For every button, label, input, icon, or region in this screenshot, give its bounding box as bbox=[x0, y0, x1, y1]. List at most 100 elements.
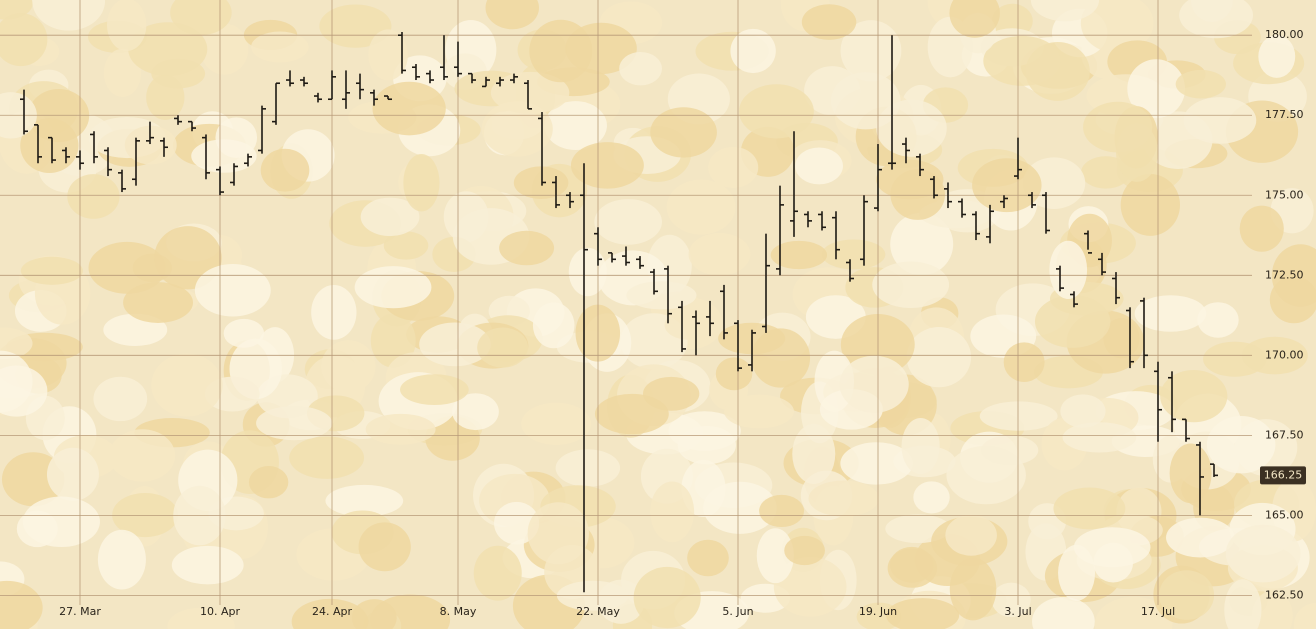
x-tick-label: 17. Jul bbox=[1141, 605, 1175, 618]
kernel bbox=[354, 266, 432, 309]
kernel bbox=[1053, 487, 1126, 530]
x-tick-label: 3. Jul bbox=[1004, 605, 1031, 618]
kernel bbox=[319, 4, 392, 48]
kernel bbox=[1166, 517, 1235, 558]
kernel bbox=[872, 261, 950, 309]
kernel bbox=[795, 147, 843, 185]
kernel bbox=[570, 142, 644, 189]
kernel bbox=[1083, 101, 1153, 153]
y-tick-label: 170.00 bbox=[1265, 348, 1304, 361]
kernel bbox=[103, 48, 142, 98]
kernel bbox=[521, 402, 592, 445]
last-price-label: 166.25 bbox=[1264, 468, 1303, 481]
kernel bbox=[251, 31, 309, 63]
kernel bbox=[979, 401, 1058, 431]
kernel bbox=[906, 327, 972, 388]
y-tick-label: 165.00 bbox=[1265, 508, 1304, 521]
kernel bbox=[0, 327, 33, 360]
kernel bbox=[194, 264, 271, 317]
kernel bbox=[633, 566, 701, 629]
kernel bbox=[981, 435, 1039, 466]
kernel bbox=[724, 394, 794, 429]
y-tick-label: 162.50 bbox=[1265, 588, 1304, 601]
kernel bbox=[151, 353, 223, 417]
kernel bbox=[1293, 602, 1316, 629]
x-tick-label: 19. Jun bbox=[859, 605, 897, 618]
kernel bbox=[499, 230, 555, 266]
kernel bbox=[291, 598, 369, 629]
kernel bbox=[664, 310, 714, 340]
kernel bbox=[739, 84, 814, 139]
kernel bbox=[626, 281, 697, 310]
kernel bbox=[0, 13, 48, 67]
kernel bbox=[22, 496, 100, 548]
kernel bbox=[840, 442, 913, 485]
kernel bbox=[527, 502, 589, 565]
kernel bbox=[20, 256, 83, 285]
kernel bbox=[123, 282, 194, 323]
kernel bbox=[708, 146, 759, 189]
x-tick-label: 22. May bbox=[576, 605, 620, 618]
kernel bbox=[619, 51, 663, 86]
kernel bbox=[1269, 276, 1316, 324]
kernel bbox=[383, 231, 429, 260]
kernel bbox=[311, 285, 357, 340]
kernel bbox=[1058, 544, 1096, 601]
kernel bbox=[756, 528, 794, 584]
kernel bbox=[1197, 302, 1239, 338]
kernel bbox=[821, 239, 886, 270]
kernel bbox=[360, 197, 420, 237]
kernel bbox=[93, 376, 148, 422]
kernel bbox=[991, 582, 1031, 618]
kernel bbox=[715, 357, 753, 391]
kernel bbox=[784, 535, 825, 566]
x-tick-label: 5. Jun bbox=[722, 605, 753, 618]
kernel bbox=[1258, 34, 1296, 78]
kernel bbox=[972, 158, 1042, 213]
kernel bbox=[773, 557, 847, 617]
kernel bbox=[1169, 443, 1212, 504]
kernel bbox=[901, 417, 940, 475]
kernel bbox=[248, 466, 289, 499]
x-tick-label: 24. Apr bbox=[312, 605, 352, 618]
kernel bbox=[1203, 341, 1267, 377]
kernel bbox=[886, 598, 960, 629]
kernel bbox=[1120, 173, 1181, 236]
y-tick-label: 180.00 bbox=[1265, 28, 1304, 41]
kernel bbox=[913, 481, 950, 514]
kernel bbox=[513, 166, 569, 200]
kernel bbox=[544, 101, 607, 150]
kernel bbox=[703, 481, 777, 534]
kernel bbox=[945, 514, 997, 556]
kernel bbox=[529, 19, 593, 83]
kernel bbox=[191, 139, 257, 173]
x-tick-label: 10. Apr bbox=[200, 605, 240, 618]
kernel bbox=[109, 429, 176, 482]
kernel bbox=[477, 327, 529, 368]
kernel bbox=[1225, 524, 1301, 583]
kernel bbox=[171, 545, 244, 585]
kernel bbox=[532, 302, 575, 349]
y-tick-label: 172.50 bbox=[1265, 268, 1304, 281]
kernel bbox=[751, 328, 811, 388]
kernel bbox=[289, 436, 365, 479]
y-tick-label: 177.50 bbox=[1265, 108, 1304, 121]
x-tick-label: 8. May bbox=[440, 605, 477, 618]
kernel bbox=[1239, 205, 1284, 252]
kernel bbox=[170, 0, 232, 36]
kernel bbox=[260, 148, 310, 192]
kernel bbox=[1030, 0, 1100, 22]
kernel bbox=[1175, 69, 1226, 99]
kernel bbox=[167, 607, 235, 629]
kernel bbox=[20, 118, 79, 174]
kernel bbox=[1032, 596, 1095, 629]
kernel bbox=[555, 449, 621, 487]
kernel bbox=[1183, 97, 1257, 144]
kernel bbox=[321, 340, 376, 393]
kernel bbox=[1160, 370, 1228, 423]
kernel bbox=[1134, 295, 1207, 332]
kernel bbox=[128, 22, 208, 76]
kernel bbox=[759, 494, 805, 528]
y-tick-label: 175.00 bbox=[1265, 188, 1304, 201]
